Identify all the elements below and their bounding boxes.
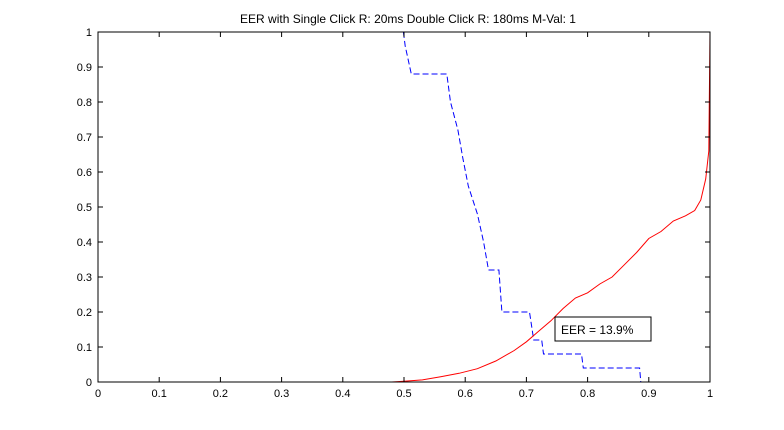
eer-annotation-box <box>554 316 652 342</box>
x-tick-label: 0.4 <box>335 388 350 400</box>
y-tick-label: 0.7 <box>77 132 92 144</box>
y-tick-label: 0 <box>86 377 92 389</box>
y-tick-label: 0.9 <box>77 62 92 74</box>
y-tick-label: 0.8 <box>77 97 92 109</box>
x-tick-label: 0.1 <box>152 388 167 400</box>
x-tick-label: 0.6 <box>458 388 473 400</box>
x-tick-label: 0.9 <box>641 388 656 400</box>
x-tick-label: 0.3 <box>274 388 289 400</box>
frr-curve <box>391 31 711 383</box>
y-tick-label: 0.3 <box>77 272 92 284</box>
y-tick-label: 0.6 <box>77 167 92 179</box>
y-tick-label: 1 <box>86 27 92 39</box>
x-tick-label: 0.5 <box>396 388 411 400</box>
eer-annotation-text: EER = 13.9% <box>561 323 634 337</box>
y-tick-label: 0.2 <box>77 307 92 319</box>
x-tick-label: 0.7 <box>519 388 534 400</box>
far-curve <box>402 31 642 383</box>
x-tick-label: 1 <box>707 388 713 400</box>
y-tick-label: 0.4 <box>77 237 92 249</box>
y-tick-label: 0.1 <box>77 342 92 354</box>
chart-title: EER with Single Click R: 20ms Double Cli… <box>240 12 576 26</box>
x-tick-label: 0.2 <box>213 388 228 400</box>
x-tick-label: 0 <box>95 388 101 400</box>
x-tick-label: 0.8 <box>580 388 595 400</box>
y-tick-label: 0.5 <box>77 202 92 214</box>
